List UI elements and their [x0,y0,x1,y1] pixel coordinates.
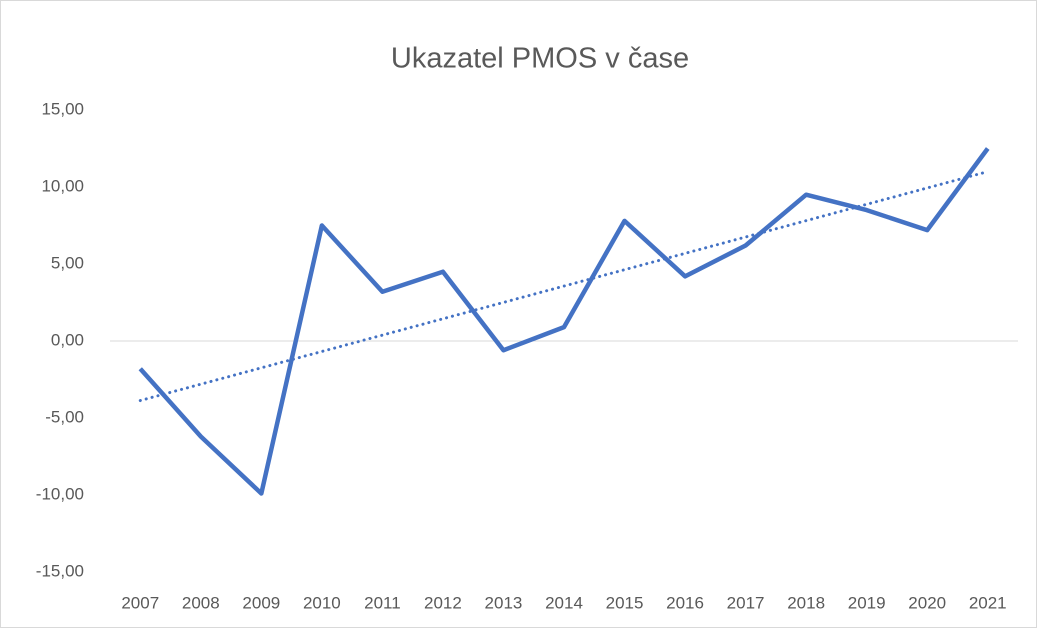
y-tick-label: -10,00 [36,484,84,503]
y-tick-label: 0,00 [51,330,84,349]
y-tick-label: -15,00 [36,561,84,580]
x-tick-label: 2021 [969,593,1007,612]
line-series [138,147,990,496]
y-tick-label: 10,00 [41,176,84,195]
x-tick-label: 2020 [908,593,946,612]
x-tick-label: 2019 [848,593,886,612]
y-tick-label: -5,00 [45,407,84,426]
x-tick-label: 2008 [182,593,220,612]
x-tick-label: 2013 [485,593,523,612]
trendline [138,170,990,403]
x-tick-label: 2016 [666,593,704,612]
x-tick-label: 2015 [606,593,644,612]
x-tick-label: 2012 [424,593,462,612]
x-tick-label: 2011 [364,593,401,612]
y-tick-label: 5,00 [51,253,84,272]
x-tick-label: 2009 [242,593,280,612]
x-tick-label: 2017 [727,593,765,612]
x-tick-label: 2007 [121,593,159,612]
chart-title: Ukazatel PMOS v čase [391,43,689,75]
x-tick-label: 2010 [303,593,341,612]
y-tick-label: 15,00 [41,99,84,118]
x-tick-label: 2018 [787,593,825,612]
x-tick-label: 2014 [545,593,583,612]
